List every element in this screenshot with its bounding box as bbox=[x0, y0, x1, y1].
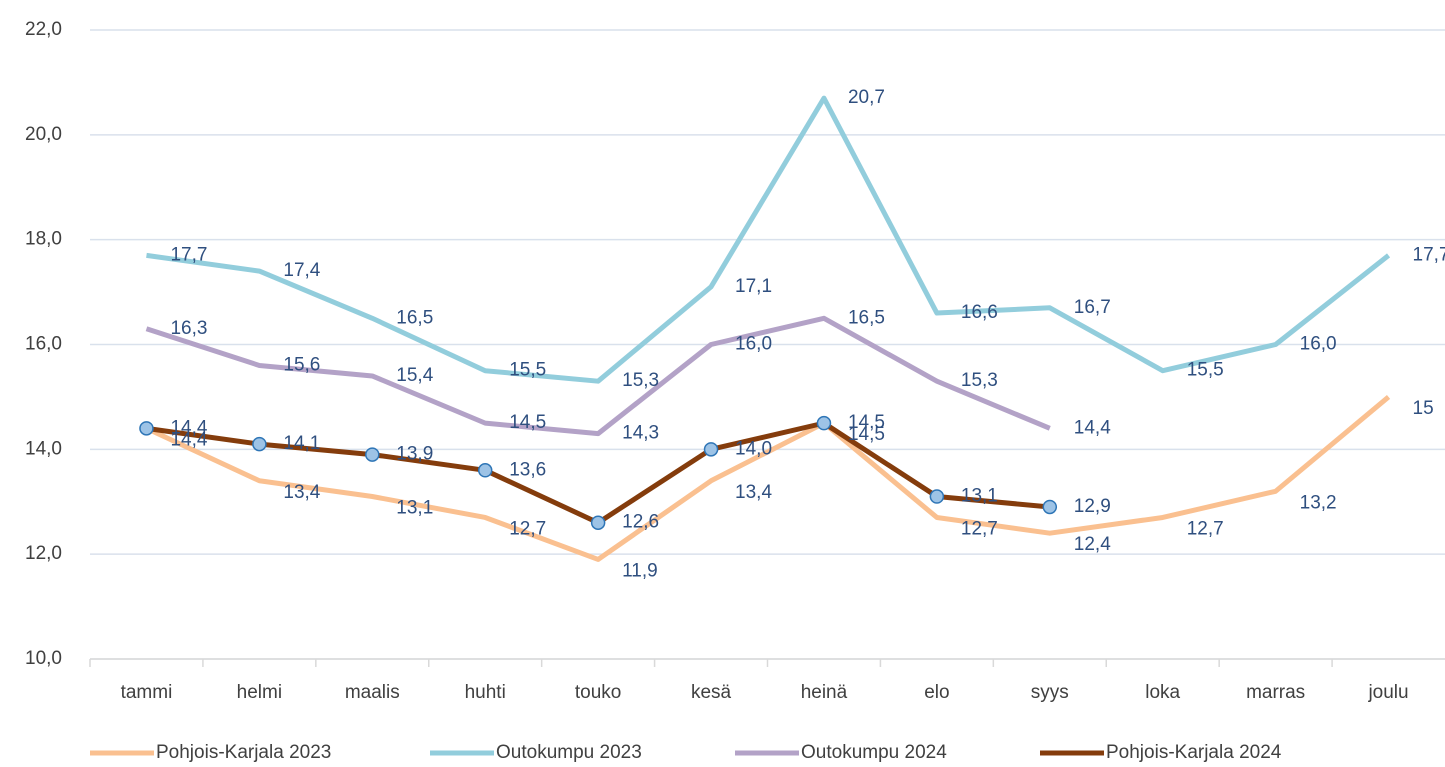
y-tick-label: 14,0 bbox=[25, 438, 62, 459]
value-label: 12,9 bbox=[1074, 496, 1111, 517]
value-label: 17,1 bbox=[735, 276, 772, 297]
value-label: 17,4 bbox=[283, 260, 320, 281]
value-label: 12,6 bbox=[622, 512, 659, 533]
y-tick-label: 18,0 bbox=[25, 229, 62, 250]
x-tick-label: tammi bbox=[121, 682, 173, 703]
point-marker bbox=[1042, 499, 1058, 515]
x-tick-label: marras bbox=[1246, 682, 1305, 703]
x-tick-label: kesä bbox=[691, 682, 732, 703]
value-label: 11,9 bbox=[622, 560, 658, 581]
series-line bbox=[145, 394, 1391, 562]
value-label: 14,5 bbox=[509, 412, 546, 433]
value-label: 14,4 bbox=[170, 429, 207, 450]
value-label: 13,1 bbox=[396, 498, 433, 519]
value-label: 14,0 bbox=[735, 438, 772, 459]
x-tick-label: huhti bbox=[465, 682, 506, 703]
value-label: 15,3 bbox=[622, 370, 659, 391]
y-tick-label: 12,0 bbox=[25, 543, 62, 564]
y-tick-label: 22,0 bbox=[25, 19, 62, 40]
series-line bbox=[146, 420, 1051, 526]
point-marker bbox=[365, 447, 380, 462]
value-label: 14,4 bbox=[170, 417, 207, 438]
value-label: 14,5 bbox=[848, 412, 885, 433]
series-line bbox=[146, 95, 1391, 384]
legend-label: Pohjois-Karjala 2024 bbox=[1106, 742, 1282, 763]
value-label: 17,7 bbox=[170, 244, 207, 265]
x-tick-label: loka bbox=[1145, 682, 1180, 703]
value-label: 13,4 bbox=[735, 482, 772, 503]
value-label: 17,7 bbox=[1413, 244, 1445, 265]
x-tick-label: syys bbox=[1031, 682, 1069, 703]
value-label: 15,5 bbox=[509, 360, 546, 381]
value-label: 13,4 bbox=[283, 482, 320, 503]
value-label: 15 bbox=[1413, 398, 1434, 419]
legend-label: Outokumpu 2024 bbox=[801, 742, 947, 763]
value-label: 14,3 bbox=[622, 423, 659, 444]
value-label: 20,7 bbox=[848, 87, 885, 108]
value-label: 16,0 bbox=[1300, 334, 1337, 355]
value-label: 12,7 bbox=[961, 518, 998, 539]
value-label: 13,6 bbox=[509, 459, 546, 480]
value-label: 13,2 bbox=[1300, 492, 1337, 513]
value-label: 16,6 bbox=[961, 302, 998, 323]
point-marker bbox=[252, 436, 267, 452]
x-tick-label: helmi bbox=[237, 682, 282, 703]
value-label: 16,5 bbox=[396, 307, 433, 328]
value-label: 13,9 bbox=[396, 444, 433, 465]
value-label: 15,5 bbox=[1187, 360, 1224, 381]
value-label: 12,4 bbox=[1074, 534, 1111, 555]
value-label: 16,3 bbox=[170, 318, 207, 339]
value-label: 16,5 bbox=[848, 307, 885, 328]
value-label: 15,3 bbox=[961, 370, 998, 391]
value-label: 14,1 bbox=[283, 433, 320, 454]
x-tick-label: touko bbox=[575, 682, 621, 703]
point-marker bbox=[816, 415, 832, 431]
value-label: 15,4 bbox=[396, 365, 433, 386]
x-tick-label: elo bbox=[924, 682, 949, 703]
value-label: 16,0 bbox=[735, 334, 772, 355]
value-label: 13,1 bbox=[961, 486, 998, 507]
y-tick-label: 10,0 bbox=[25, 648, 62, 669]
point-marker bbox=[477, 463, 493, 478]
x-tick-label: maalis bbox=[345, 682, 400, 703]
value-label: 12,7 bbox=[509, 518, 546, 539]
x-tick-label: heinä bbox=[801, 682, 848, 703]
point-marker bbox=[703, 442, 719, 457]
series-line bbox=[145, 315, 1051, 437]
value-label: 14,5 bbox=[848, 424, 885, 445]
point-marker bbox=[929, 489, 945, 504]
y-tick-label: 20,0 bbox=[25, 124, 62, 145]
y-tick-label: 16,0 bbox=[25, 334, 62, 355]
value-label: 16,7 bbox=[1074, 297, 1111, 318]
point-marker bbox=[139, 421, 154, 436]
legend-label: Outokumpu 2023 bbox=[496, 742, 642, 763]
point-marker bbox=[590, 515, 606, 530]
legend-label: Pohjois-Karjala 2023 bbox=[156, 742, 331, 763]
value-label: 14,4 bbox=[1074, 417, 1111, 438]
value-label: 12,7 bbox=[1187, 518, 1224, 539]
x-tick-label: joulu bbox=[1367, 682, 1408, 703]
value-label: 15,6 bbox=[283, 354, 320, 375]
